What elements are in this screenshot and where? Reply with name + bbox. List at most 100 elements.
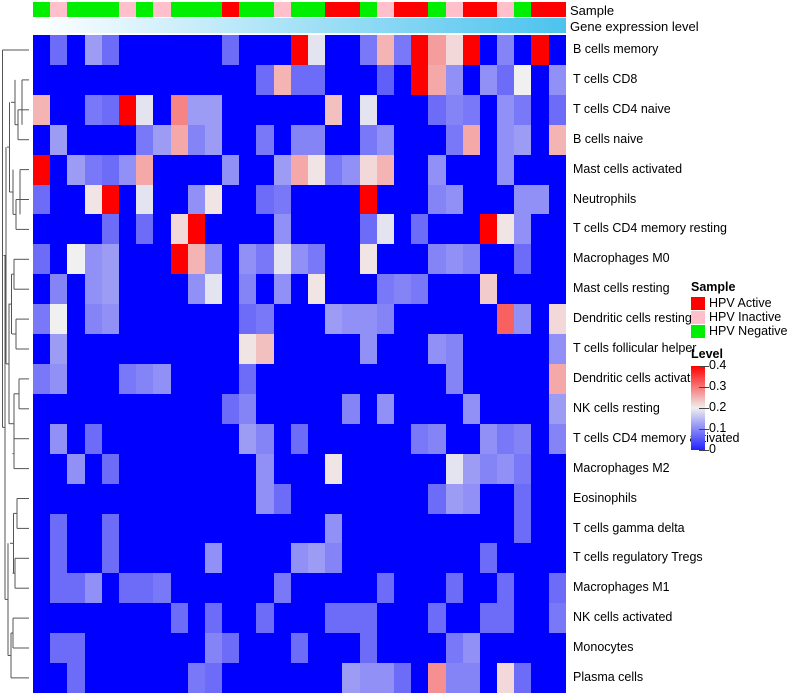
heatmap-cell <box>531 184 549 215</box>
heatmap-row <box>33 35 566 65</box>
heatmap-cell <box>67 124 85 155</box>
heatmap-cell <box>50 573 68 604</box>
heatmap-cell <box>462 35 480 65</box>
heatmap-cell <box>514 573 532 604</box>
heatmap-cell <box>445 94 463 125</box>
heatmap-cell <box>359 453 377 484</box>
sample-annotation-cell <box>101 2 119 17</box>
heatmap-cell <box>273 94 291 125</box>
heatmap-cell <box>514 363 532 394</box>
heatmap-cell <box>445 363 463 394</box>
heatmap-cell <box>136 334 154 364</box>
heatmap-cell <box>33 124 51 155</box>
heatmap-cell <box>428 633 446 664</box>
heatmap-cell <box>325 453 343 484</box>
heatmap-cell <box>325 214 343 245</box>
heatmap-cell <box>170 633 188 664</box>
heatmap-cell <box>359 214 377 245</box>
heatmap-cell <box>325 304 343 335</box>
heatmap-cell <box>256 334 274 364</box>
heatmap-cell <box>548 184 566 215</box>
sample-annotation-cell <box>308 2 326 17</box>
heatmap-cell <box>531 453 549 484</box>
heatmap-row <box>33 573 566 604</box>
heatmap-row <box>33 483 566 514</box>
sample-annotation-cell <box>428 2 446 17</box>
heatmap-cell <box>118 603 137 634</box>
heatmap-cell <box>239 573 257 604</box>
heatmap-cell <box>325 663 343 693</box>
heatmap-cell <box>445 154 463 185</box>
heatmap-cell <box>118 543 137 574</box>
heatmap-cell <box>531 244 549 275</box>
heatmap-cell <box>118 633 137 664</box>
heatmap-cell <box>153 94 171 125</box>
heatmap-cell <box>479 35 498 65</box>
heatmap-cell <box>428 513 446 544</box>
heatmap-cell <box>531 64 549 95</box>
heatmap-cell <box>153 214 171 245</box>
heatmap-cell <box>50 423 68 454</box>
heatmap-cell <box>342 35 360 65</box>
row-label: T cells follicular helper <box>573 341 697 356</box>
heatmap-cell <box>393 214 412 245</box>
heatmap-cell <box>273 214 291 245</box>
level-legend-title: Level <box>691 347 723 361</box>
heatmap-row <box>33 633 566 664</box>
heatmap-cell <box>411 154 429 185</box>
row-label: Neutrophils <box>573 191 637 206</box>
heatmap-cell <box>514 35 532 65</box>
heatmap-cell <box>256 663 274 693</box>
heatmap-row <box>33 663 566 693</box>
heatmap-cell <box>497 543 515 574</box>
heatmap-cell <box>222 334 240 364</box>
heatmap-cell <box>101 483 119 514</box>
heatmap-cell <box>428 573 446 604</box>
heatmap-cell <box>239 453 257 484</box>
heatmap-cell <box>531 124 549 155</box>
heatmap-cell <box>222 543 240 574</box>
heatmap-cell <box>33 393 51 424</box>
heatmap-cell <box>514 603 532 634</box>
heatmap-cell <box>187 483 205 514</box>
heatmap-cell <box>376 543 394 574</box>
heatmap-cell <box>273 124 291 155</box>
heatmap-cell <box>273 184 291 215</box>
heatmap-cell <box>376 603 394 634</box>
heatmap-cell <box>67 214 85 245</box>
heatmap-cell <box>531 573 549 604</box>
sample-annotation-cell <box>514 2 532 17</box>
heatmap-cell <box>411 483 429 514</box>
heatmap-cell <box>342 633 360 664</box>
heatmap-cell <box>411 64 429 95</box>
heatmap-cell <box>376 423 394 454</box>
heatmap-cell <box>428 35 446 65</box>
heatmap-cell <box>187 663 205 693</box>
heatmap-cell <box>239 35 257 65</box>
heatmap-cell <box>393 423 412 454</box>
heatmap-cell <box>187 244 205 275</box>
sample-annotation-cell <box>256 2 274 17</box>
heatmap-cell <box>531 214 549 245</box>
heatmap-cell <box>411 393 429 424</box>
heatmap-cell <box>325 64 343 95</box>
heatmap-cell <box>548 633 566 664</box>
heatmap-cell <box>325 334 343 364</box>
heatmap-cell <box>170 543 188 574</box>
heatmap-cell <box>273 393 291 424</box>
heatmap-cell <box>308 94 326 125</box>
heatmap-cell <box>445 334 463 364</box>
heatmap-cell <box>136 94 154 125</box>
heatmap-cell <box>239 513 257 544</box>
heatmap-cell <box>462 214 480 245</box>
heatmap-cell <box>514 513 532 544</box>
heatmap-cell <box>273 304 291 335</box>
heatmap-cell <box>428 184 446 215</box>
heatmap-cell <box>33 513 51 544</box>
dendrogram-svg <box>2 49 29 679</box>
heatmap-cell <box>497 483 515 514</box>
heatmap-cell <box>548 244 566 275</box>
heatmap-cell <box>153 363 171 394</box>
heatmap-cell <box>497 184 515 215</box>
heatmap-cell <box>204 483 223 514</box>
